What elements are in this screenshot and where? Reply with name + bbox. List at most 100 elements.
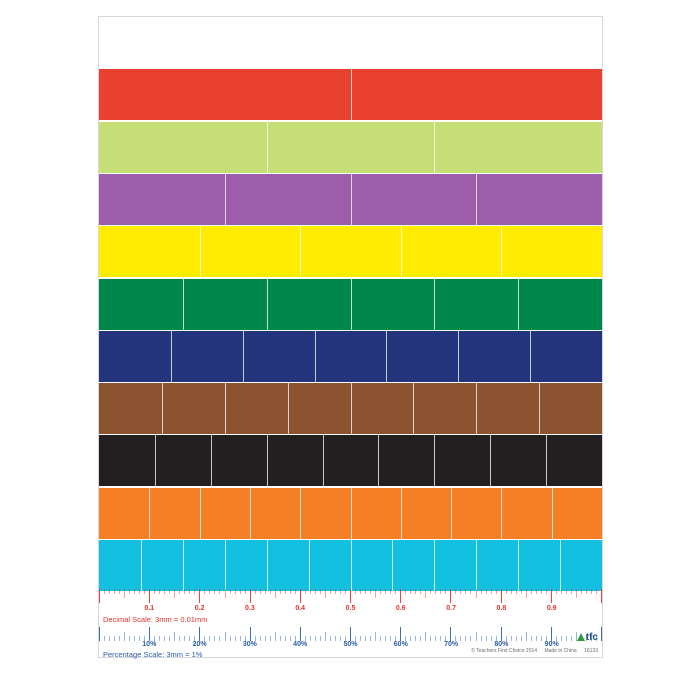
scale-tick (550, 627, 552, 641)
scale-tick (109, 636, 111, 641)
eighths-piece (161, 383, 225, 435)
scale-tick (254, 589, 256, 594)
strip-quarters (99, 173, 602, 225)
sixths-piece (518, 278, 602, 330)
scale-tick (510, 636, 512, 641)
scale-tick (344, 589, 346, 594)
scale-tick (520, 589, 522, 594)
sixths-piece (182, 278, 267, 330)
scale-tick (239, 589, 241, 594)
scale-tick (425, 632, 427, 641)
scale-label: 0.6 (395, 605, 406, 612)
scale-tick (490, 589, 492, 594)
eighths-divider (287, 383, 289, 435)
twelfths-divider (308, 540, 310, 591)
eighths-piece (350, 383, 414, 435)
scale-tick (415, 589, 417, 594)
ninths-divider (266, 435, 268, 487)
strip-thirds (99, 121, 602, 173)
quarters-piece (99, 173, 225, 225)
scale-tick (329, 636, 331, 641)
scale-tick (580, 589, 582, 594)
scale-tick (194, 589, 196, 594)
scale-tick (194, 636, 196, 641)
sixths-piece (99, 278, 183, 330)
scale-tick (99, 589, 100, 603)
scale-tick (575, 632, 577, 641)
scale-tick (204, 589, 206, 594)
scale-tick (264, 636, 266, 641)
ninths-divider (154, 435, 156, 487)
scale-tick (109, 589, 111, 594)
scale-tick (249, 589, 251, 603)
scale-tick (309, 636, 311, 641)
scale-tick (284, 589, 286, 594)
quarters-divider (350, 173, 352, 225)
scale-tick (430, 589, 432, 594)
scale-tick (279, 589, 281, 594)
scale-tick (365, 636, 367, 641)
sixths-piece (266, 278, 351, 330)
tenths-divider (149, 487, 151, 539)
ninths-piece (210, 435, 267, 487)
scale-tick (530, 636, 532, 641)
product-code: 16133 (584, 648, 598, 654)
scale-tick (375, 632, 377, 641)
scale-tick (154, 589, 156, 594)
halves-piece (350, 69, 602, 121)
scale-tick (560, 636, 562, 641)
scale-label: 0.1 (144, 605, 155, 612)
twelfths-piece (308, 540, 351, 591)
scale-tick (179, 636, 181, 641)
scale-tick (595, 636, 597, 641)
scale-label: 0.9 (546, 605, 557, 612)
scale-tick (525, 632, 527, 641)
scale-tick (319, 589, 321, 594)
ninths-divider (490, 435, 492, 487)
scale-tick (294, 636, 296, 641)
sevenths-divider (170, 330, 172, 382)
scale-tick (445, 589, 447, 594)
scale-label: 0.5 (345, 605, 356, 612)
twelfths-piece (182, 540, 225, 591)
scale-tick (450, 589, 452, 603)
scale-tick (269, 589, 271, 594)
fifths-piece (300, 226, 401, 278)
decimal-scale-caption: Decimal Scale: 3mm = 0.01mm (103, 615, 208, 624)
sevenths-divider (314, 330, 316, 382)
scale-tick (324, 632, 326, 641)
scale-tick (259, 636, 261, 641)
scale-tick (560, 589, 562, 594)
ninths-divider (434, 435, 436, 487)
eighths-divider (224, 383, 226, 435)
eighths-piece (224, 383, 288, 435)
scale-tick (390, 636, 392, 641)
strip-whole (99, 17, 602, 68)
tenths-divider (400, 487, 402, 539)
scale-tick (445, 636, 447, 641)
twelfths-divider (518, 540, 520, 591)
scale-label: 80% (494, 641, 509, 648)
scale-label: 0.7 (446, 605, 456, 612)
scale-tick (510, 589, 512, 594)
scale-tick (114, 589, 116, 594)
scale-label: 70% (444, 641, 459, 648)
scale-tick (209, 589, 211, 594)
scale-tick (299, 589, 301, 603)
scale-tick (184, 589, 186, 594)
twelfths-divider (140, 540, 142, 591)
scale-tick (575, 589, 577, 598)
scale-tick (304, 636, 306, 641)
scale-tick (470, 636, 472, 641)
tenths-piece (400, 487, 452, 539)
twelfths-divider (224, 540, 226, 591)
scale-tick (595, 589, 597, 594)
fifths-piece (199, 226, 301, 278)
sevenths-divider (458, 330, 460, 382)
scale-tick (601, 627, 602, 641)
scale-tick (380, 636, 382, 641)
scale-tick (294, 589, 296, 594)
scale-tick (425, 589, 427, 598)
tenths-divider (199, 487, 201, 539)
scale-label: 50% (343, 641, 358, 648)
